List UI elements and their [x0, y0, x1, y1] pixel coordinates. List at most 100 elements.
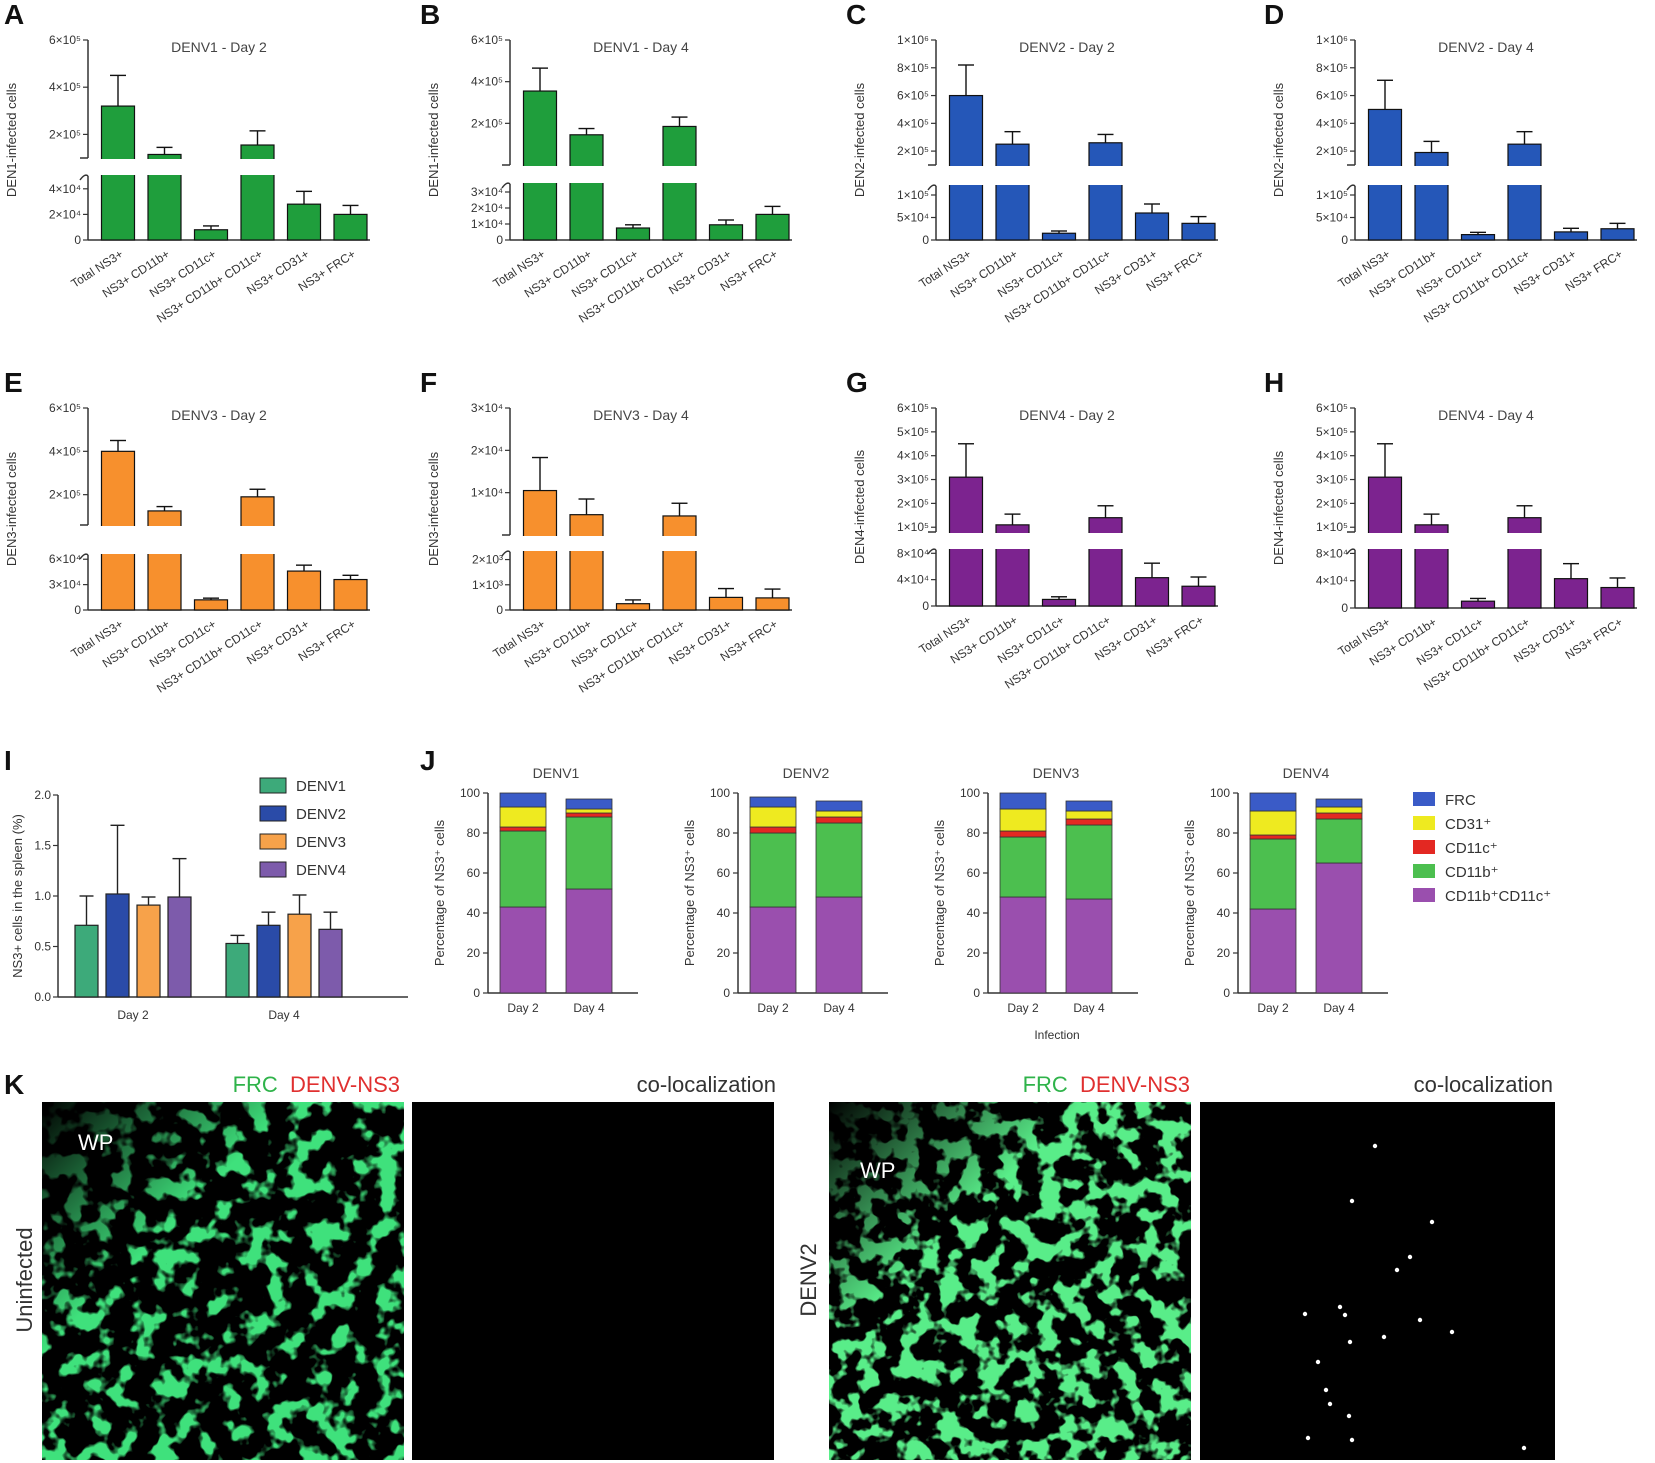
- y-tick-label: 3×10⁴: [471, 401, 503, 415]
- chart-title: DENV2: [783, 765, 830, 781]
- k-wp-left: WP: [78, 1130, 113, 1155]
- legend-swatch: [259, 833, 287, 850]
- coloc-dot: [1381, 1334, 1387, 1340]
- k-row-uninfected: Uninfected: [12, 1227, 37, 1332]
- stack-segment: [1065, 818, 1113, 826]
- y-tick-label: 0: [496, 233, 503, 247]
- panel-j: J DENV1 0 20 40 60 80 100 Percentage of NS3⁺ cel…: [420, 745, 1551, 1042]
- y-tick-label: 5×10⁵: [1316, 425, 1348, 439]
- bar: [662, 125, 697, 241]
- y-tick-label: 4×10⁵: [49, 80, 81, 94]
- legend-swatch: [1413, 864, 1435, 878]
- stacked-chart-denv2: DENV2 0 20 40 60 80 100 Percentage of NS3⁺ cell…: [682, 765, 888, 1015]
- y-tick-label: 20: [467, 946, 481, 960]
- bar: [1507, 517, 1542, 609]
- bar: [995, 143, 1030, 241]
- k-image-denv2-coloc: [1200, 1102, 1555, 1460]
- bar: [569, 514, 604, 611]
- y-tick-label: 80: [467, 826, 481, 840]
- y-tick-label: 100: [710, 786, 730, 800]
- y-tick-label: 4×10⁵: [1316, 116, 1348, 130]
- bar: [287, 913, 312, 998]
- y-tick-label: 40: [967, 906, 981, 920]
- y-tick-label: 0: [1223, 986, 1230, 1000]
- x-tick-label: Day 2: [1257, 1001, 1289, 1015]
- panel-d: D DENV2 - Day 4 DEN2-infected cells 2×10⁵ 4×…: [1264, 0, 1638, 326]
- legend-label: CD31⁺: [1445, 816, 1491, 833]
- x-tick-label: Day 2: [757, 1001, 789, 1015]
- stacked-chart-denv1: DENV1 0 20 40 60 80 100 Percentage of NS3⁺ cell…: [432, 765, 638, 1015]
- y-tick-label: 60: [967, 866, 981, 880]
- axis-break-bottom: [79, 174, 89, 181]
- y-tick-label: 80: [967, 826, 981, 840]
- y-tick-label: 1×10³: [472, 578, 503, 592]
- bar: [1460, 600, 1496, 609]
- k-title-ns3-left: DENV-NS3: [290, 1072, 400, 1097]
- y-tick-label: 4×10⁵: [49, 444, 81, 458]
- chart-title: DENV3 - Day 2: [171, 407, 267, 423]
- coloc-dot: [1349, 1437, 1355, 1443]
- panel-e: E DENV3 - Day 2 DEN3-infected cells 2×10⁵ 4×…: [4, 367, 371, 696]
- bar: [522, 90, 558, 241]
- panel-letter-c: C: [846, 0, 866, 30]
- stack-segment: [565, 812, 613, 818]
- chart-title: DENV2 - Day 2: [1019, 39, 1115, 55]
- bar: [286, 570, 322, 611]
- y-axis-label: DEN3-infected cells: [426, 451, 441, 566]
- k-title-frc-left: FRC: [233, 1072, 278, 1097]
- bar: [193, 229, 229, 241]
- coloc-dot: [1449, 1329, 1455, 1335]
- y-tick-label: 6×10⁵: [471, 33, 503, 47]
- axis-break-bottom: [927, 548, 937, 555]
- stack-segment: [749, 806, 797, 828]
- panel-letter-f: F: [420, 367, 437, 398]
- axis-break-gap: [511, 166, 793, 183]
- x-tick-label: Day 4: [823, 1001, 855, 1015]
- stack-segment: [499, 792, 547, 808]
- y-tick-label: 1×10⁶: [1316, 33, 1348, 47]
- stack-segment: [1315, 798, 1363, 808]
- stack-segment: [999, 836, 1047, 898]
- bar: [193, 599, 229, 611]
- legend-swatch: [1413, 840, 1435, 854]
- y-tick-label: 0: [1341, 601, 1348, 615]
- y-tick-label: 1×10⁵: [1316, 188, 1348, 202]
- y-tick-label: 3×10⁵: [897, 473, 929, 487]
- bar: [1553, 578, 1589, 609]
- y-tick-label: 6×10⁵: [897, 401, 929, 415]
- coloc-dot: [1305, 1435, 1311, 1441]
- bar: [74, 924, 99, 998]
- stack-segment: [815, 896, 863, 994]
- y-tick-label: 0: [496, 603, 503, 617]
- bar: [708, 596, 744, 611]
- y-tick-label: 4×10⁵: [897, 116, 929, 130]
- legend-swatch: [1413, 888, 1435, 902]
- bar: [1181, 222, 1216, 241]
- axis-break-bottom: [1346, 184, 1356, 191]
- coloc-dot: [1347, 1339, 1353, 1345]
- stack-segment: [1065, 824, 1113, 900]
- bar: [333, 578, 368, 611]
- stack-segment: [1249, 810, 1297, 836]
- bar: [615, 227, 651, 241]
- bar: [755, 597, 790, 611]
- stack-segment: [1315, 812, 1363, 820]
- legend-label: DENV3: [296, 834, 346, 851]
- stack-segment: [1065, 810, 1113, 820]
- chart-title: DENV1: [533, 765, 580, 781]
- stack-segment: [565, 816, 613, 890]
- coloc-dot: [1346, 1413, 1352, 1419]
- stack-segment: [999, 808, 1047, 832]
- y-tick-label: 5×10⁵: [897, 425, 929, 439]
- y-tick-label: 2×10⁵: [471, 116, 503, 130]
- y-axis-label: DEN2-infected cells: [852, 82, 867, 197]
- bar: [1600, 228, 1635, 241]
- coloc-dot: [1342, 1312, 1348, 1318]
- y-axis-label: DEN4-infected cells: [852, 449, 867, 564]
- y-tick-label: 5×10⁴: [897, 211, 929, 225]
- panel-letter-b: B: [420, 0, 440, 30]
- y-tick-label: 0.5: [34, 940, 51, 954]
- coloc-dot: [1349, 1198, 1355, 1204]
- axis-break-gap: [937, 533, 1219, 549]
- y-tick-label: 2×10⁵: [897, 144, 929, 158]
